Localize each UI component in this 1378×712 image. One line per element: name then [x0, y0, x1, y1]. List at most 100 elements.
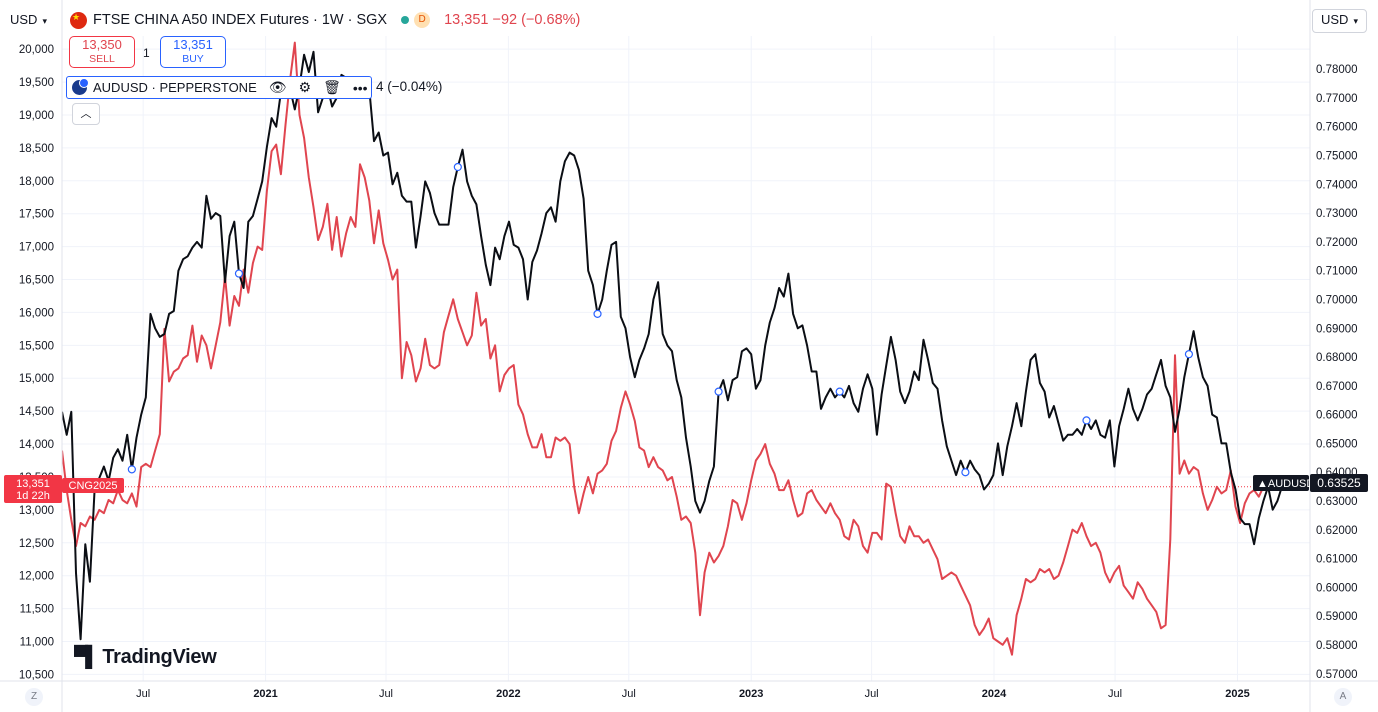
right-tick-label: 0.76000: [1316, 122, 1358, 134]
left-tick-label: 12,500: [19, 538, 54, 550]
series-point-marker[interactable]: [1184, 350, 1194, 359]
compare-symbol-legend[interactable]: AUDUSD · PEPPERSTONE 👁 ⚙ 🗑 •••: [66, 76, 372, 99]
series-point-marker[interactable]: [127, 465, 136, 474]
compare-symbol-tag: [1253, 475, 1309, 491]
buy-label: BUY: [182, 53, 204, 65]
right-tick-label: 0.74000: [1316, 179, 1358, 191]
right-tick-label: 0.78000: [1316, 64, 1358, 76]
right-tick-label: 0.68000: [1316, 352, 1358, 364]
left-tick-label: 14,000: [19, 439, 54, 451]
tradingview-logo[interactable]: ▀▌ TradingView: [74, 646, 217, 669]
price-line-labels: 13,351 1d 22h CNG2025 ▲AUDUSD 0.63525: [4, 474, 1368, 503]
series-point-marker[interactable]: [593, 309, 602, 318]
tradingview-mark-icon: ▀▌: [74, 646, 99, 668]
right-tick-label: 0.67000: [1316, 381, 1358, 393]
right-currency-selector[interactable]: USD ▾: [1312, 9, 1367, 33]
chevron-up-icon: ︿: [80, 108, 92, 120]
time-tick-label: 2024: [982, 688, 1007, 700]
last-price-label: 13,351: [16, 478, 50, 490]
time-axis: Jul 2021 Jul 2022 Jul 2023 Jul 2024 Jul 2025: [136, 688, 1250, 700]
series-point-marker[interactable]: [835, 387, 844, 396]
series-point-marker[interactable]: [714, 387, 723, 396]
right-price-axis: 0.57000 0.58000 0.59000 0.60000 0.61000 0.620…: [1316, 64, 1358, 681]
chart-grid: [62, 36, 1310, 681]
settings-icon[interactable]: ⚙: [298, 79, 312, 95]
right-axis-pane[interactable]: [1310, 0, 1378, 712]
contract-tag: [62, 478, 124, 493]
left-tick-label: 14,500: [19, 406, 54, 418]
right-tick-label: 0.69000: [1316, 323, 1358, 335]
left-tick-label: 16,500: [19, 275, 54, 287]
left-tick-label: 15,000: [19, 373, 54, 385]
right-tick-label: 0.73000: [1316, 208, 1358, 220]
series-line-audusd[interactable]: [61, 50, 1284, 641]
market-open-dot-icon: [401, 16, 410, 24]
right-tick-label: 0.77000: [1316, 93, 1358, 105]
time-tick-label: Jul: [379, 688, 393, 700]
left-tick-label: 11,500: [20, 604, 54, 616]
left-tick-label: 18,000: [19, 176, 54, 188]
time-axis-pane[interactable]: [0, 681, 1378, 712]
buy-price: 13,351: [173, 37, 213, 52]
series-point-marker[interactable]: [453, 162, 462, 172]
left-tick-label: 15,500: [19, 340, 54, 352]
right-tick-label: 0.70000: [1316, 294, 1358, 306]
series-group: [61, 41, 1284, 656]
series-point-marker[interactable]: [961, 468, 970, 477]
china-flag-icon: [70, 11, 87, 29]
time-tick-label: 2025: [1225, 688, 1249, 700]
compare-symbol-change: 4 (−0.04%): [376, 79, 443, 94]
left-currency-selector[interactable]: USD ▾: [4, 9, 53, 31]
left-tick-label: 19,000: [19, 110, 54, 122]
left-tick-label: 19,500: [19, 77, 54, 89]
series-line-a50[interactable]: [61, 41, 1265, 656]
zoom-toggle[interactable]: Z: [25, 688, 43, 706]
right-tick-label: 0.75000: [1316, 150, 1358, 162]
right-tick-label: 0.60000: [1316, 582, 1358, 594]
last-quote: 13,351 −92 (−0.68%): [444, 12, 581, 28]
right-tick-label: 0.63000: [1316, 496, 1358, 508]
auto-scale-toggle[interactable]: A: [1334, 688, 1352, 706]
more-icon[interactable]: •••: [352, 79, 368, 96]
series-point-marker[interactable]: [1082, 416, 1091, 425]
right-tick-label: 0.59000: [1316, 611, 1358, 623]
symbol-title: FTSE CHINA A50 INDEX Futures · 1W · SGX: [93, 12, 388, 28]
left-tick-label: 16,000: [19, 307, 54, 319]
left-tick-label: 12,000: [19, 571, 54, 583]
buy-button[interactable]: 13,351 BUY: [160, 36, 226, 68]
compare-symbol-name: AUDUSD: [1268, 478, 1315, 490]
eye-icon[interactable]: 👁: [268, 79, 287, 95]
right-tick-label: 0.65000: [1316, 438, 1358, 450]
time-tick-label: Jul: [622, 688, 636, 700]
left-price-axis: 10,50011,00011,50012,00012,50013,00013,5…: [19, 44, 54, 681]
delayed-data-badge[interactable]: D: [414, 12, 431, 28]
left-tick-label: 20,000: [19, 44, 54, 56]
left-tick-label: 17,000: [19, 242, 54, 254]
series-point-marker[interactable]: [234, 269, 244, 278]
right-tick-label: 0.72000: [1316, 237, 1358, 249]
trash-icon[interactable]: 🗑: [323, 79, 341, 95]
right-tick-label: 0.66000: [1316, 410, 1358, 422]
time-tick-label: Jul: [136, 688, 150, 700]
collapse-legend-button[interactable]: ︿: [72, 103, 100, 125]
time-tick-label: 2021: [253, 688, 277, 700]
compare-price-label: 0.63525: [1317, 476, 1361, 490]
sell-button[interactable]: 13,350 SELL: [69, 36, 135, 68]
right-tick-label: 0.71000: [1316, 266, 1358, 278]
logo-text: TradingView: [102, 646, 217, 668]
right-currency-label: USD: [1321, 12, 1349, 27]
sell-label: SELL: [89, 53, 115, 65]
right-tick-label: 0.61000: [1316, 554, 1358, 566]
right-tick-label: 0.57000: [1316, 669, 1358, 681]
chevron-down-icon: ▾: [1353, 16, 1358, 26]
order-quantity[interactable]: 1: [143, 46, 150, 60]
last-price-tag: [4, 475, 62, 503]
left-tick-label: 13,000: [19, 505, 54, 517]
plot-area: [62, 36, 1310, 681]
left-tick-label: 10,500: [19, 669, 54, 681]
left-axis-pane[interactable]: [0, 0, 62, 712]
time-tick-label: Jul: [1108, 688, 1122, 700]
time-tick-label: Jul: [865, 688, 879, 700]
symbol-legend[interactable]: FTSE CHINA A50 INDEX Futures · 1W · SGX …: [70, 8, 580, 32]
